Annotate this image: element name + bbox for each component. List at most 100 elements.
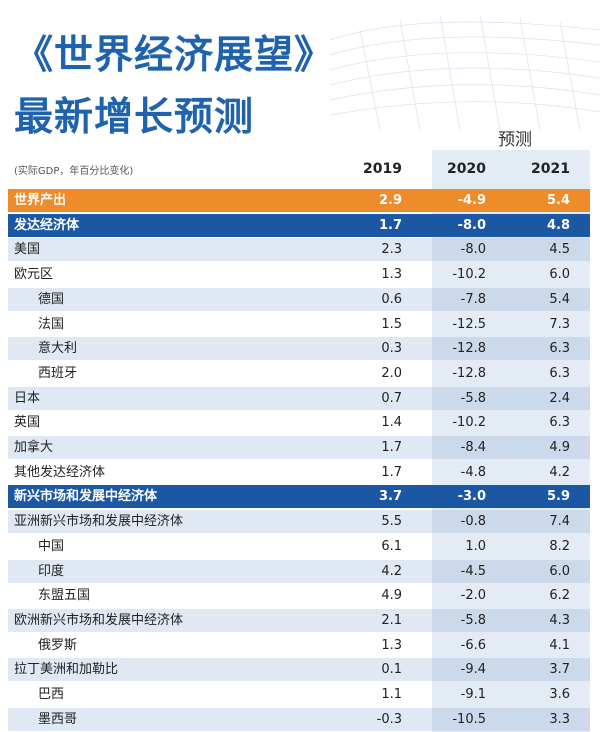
cell-value: 6.1 xyxy=(381,538,402,554)
table-row: 德国 0.6 -7.8 5.4 xyxy=(8,287,590,311)
table-row: 印度 4.2 -4.5 6.0 xyxy=(8,559,590,583)
cell-value: 1.3 xyxy=(381,267,402,283)
row-label: 欧元区 xyxy=(14,267,54,283)
table-row: 世界产出 2.9 -4.9 5.4 xyxy=(8,189,590,212)
cell-value: 3.3 xyxy=(549,711,570,727)
table-row: 发达经济体 1.7 -8.0 4.8 xyxy=(8,213,590,237)
cell-value: 5.4 xyxy=(549,291,570,307)
cell-value: -2.0 xyxy=(460,588,486,604)
cell-value: 0.1 xyxy=(381,662,402,678)
background-waves xyxy=(329,14,600,131)
cell-value: 2.4 xyxy=(549,390,570,406)
table-row: 加拿大 1.7 -8.4 4.9 xyxy=(8,436,590,459)
forecast-cell-bg xyxy=(432,238,590,262)
forecast-cell-bg xyxy=(432,337,590,361)
row-label: 德国 xyxy=(38,291,65,307)
cell-value: -10.2 xyxy=(452,267,486,283)
cell-value: 5.5 xyxy=(381,514,402,530)
row-label: 亚洲新兴市场和发展中经济体 xyxy=(14,514,184,530)
row-label: 其他发达经济体 xyxy=(14,464,106,480)
row-label: 日本 xyxy=(14,390,41,406)
forecast-label: 预测 xyxy=(498,130,532,150)
row-label: 意大利 xyxy=(38,341,78,357)
cell-value: 7.4 xyxy=(549,514,570,530)
cell-value: 2.9 xyxy=(378,193,402,208)
table-row: 日本 0.7 -5.8 2.4 xyxy=(8,386,590,410)
column-header: 2019 xyxy=(363,161,402,177)
table-row: 巴西 1.1 -9.1 3.6 xyxy=(8,683,590,706)
table-row: 俄罗斯 1.3 -6.6 4.1 xyxy=(8,634,590,657)
cell-value: 4.9 xyxy=(381,588,402,604)
cell-value: 4.5 xyxy=(549,242,570,258)
cell-value: 1.7 xyxy=(381,440,402,455)
cell-value: 0.3 xyxy=(381,341,402,357)
cell-value: 4.1 xyxy=(549,637,570,653)
forecast-cell-bg xyxy=(432,386,590,410)
row-label: 世界产出 xyxy=(14,193,67,208)
table-row: 墨西哥 -0.3 -10.5 3.3 xyxy=(8,707,590,731)
forecast-cell-bg xyxy=(432,608,590,632)
row-label: 东盟五国 xyxy=(38,588,91,604)
subtitle: 最新增长预测 xyxy=(14,95,255,140)
table-row: 美国 2.3 -8.0 4.5 xyxy=(8,238,590,262)
table-row: 意大利 0.3 -12.8 6.3 xyxy=(8,337,590,361)
forecast-cell-bg xyxy=(432,707,590,731)
cell-value: 6.3 xyxy=(549,365,570,381)
cell-value: 0.7 xyxy=(381,390,402,406)
cell-value: -7.8 xyxy=(460,291,486,307)
cell-value: 8.2 xyxy=(549,538,570,554)
cell-value: -12.8 xyxy=(452,365,486,381)
table-row: 拉丁美洲和加勒比 0.1 -9.4 3.7 xyxy=(8,658,590,682)
cell-value: -10.5 xyxy=(452,711,486,727)
row-label: 美国 xyxy=(14,242,41,258)
cell-value: 6.0 xyxy=(549,563,570,579)
cell-value: 4.8 xyxy=(546,217,570,233)
cell-value: 0.6 xyxy=(381,291,402,307)
column-header: 2020 xyxy=(447,161,486,177)
forecast-cell-bg xyxy=(432,189,590,212)
row-label: 法国 xyxy=(38,316,65,332)
cell-value: 3.7 xyxy=(378,489,402,505)
table-row: 亚洲新兴市场和发展中经济体 5.5 -0.8 7.4 xyxy=(8,510,590,534)
cell-value: 4.3 xyxy=(549,612,570,628)
forecast-cell-bg xyxy=(432,658,590,682)
unit-note: (实际GDP，年百分比变化) xyxy=(14,166,134,177)
cell-value: -8.0 xyxy=(457,217,486,233)
table-row: 法国 1.5 -12.5 7.3 xyxy=(8,313,590,336)
row-label: 拉丁美洲和加勒比 xyxy=(14,662,119,678)
table-row: 新兴市场和发展中经济体 3.7 -3.0 5.9 xyxy=(8,485,590,509)
cell-value: 4.2 xyxy=(381,563,402,579)
cell-value: -4.5 xyxy=(460,563,486,579)
table-row: 英国 1.4 -10.2 6.3 xyxy=(8,411,590,434)
cell-value: 3.7 xyxy=(549,662,570,678)
cell-value: 3.6 xyxy=(549,687,570,702)
row-label: 墨西哥 xyxy=(38,711,78,727)
cell-value: -10.2 xyxy=(452,415,486,431)
row-label: 西班牙 xyxy=(38,365,78,381)
forecast-cell-bg xyxy=(432,213,590,237)
cell-value: 1.4 xyxy=(381,415,402,431)
cell-value: 6.3 xyxy=(549,415,570,431)
title: 《世界经济展望》 xyxy=(14,33,335,78)
cell-value: 1.1 xyxy=(381,687,402,702)
forecast-cell-bg xyxy=(432,436,590,459)
cell-value: 1.7 xyxy=(381,464,402,480)
cell-value: -8.4 xyxy=(460,440,486,455)
forecast-cell-bg xyxy=(432,485,590,509)
table-row: 西班牙 2.0 -12.8 6.3 xyxy=(8,362,590,385)
cell-value: 1.5 xyxy=(381,316,402,332)
table-row: 其他发达经济体 1.7 -4.8 4.2 xyxy=(8,461,590,484)
row-label: 印度 xyxy=(38,563,65,579)
cell-value: -3.0 xyxy=(457,489,486,505)
row-label: 新兴市场和发展中经济体 xyxy=(14,489,158,505)
cell-value: 6.3 xyxy=(549,341,570,357)
cell-value: 7.3 xyxy=(549,316,570,332)
cell-value: 2.3 xyxy=(381,242,402,258)
cell-value: 6.0 xyxy=(549,267,570,283)
forecast-cell-bg xyxy=(432,559,590,583)
cell-value: -8.0 xyxy=(460,242,486,258)
row-label: 发达经济体 xyxy=(14,217,80,233)
column-header: 2021 xyxy=(531,161,570,177)
cell-value: 6.2 xyxy=(549,588,570,604)
